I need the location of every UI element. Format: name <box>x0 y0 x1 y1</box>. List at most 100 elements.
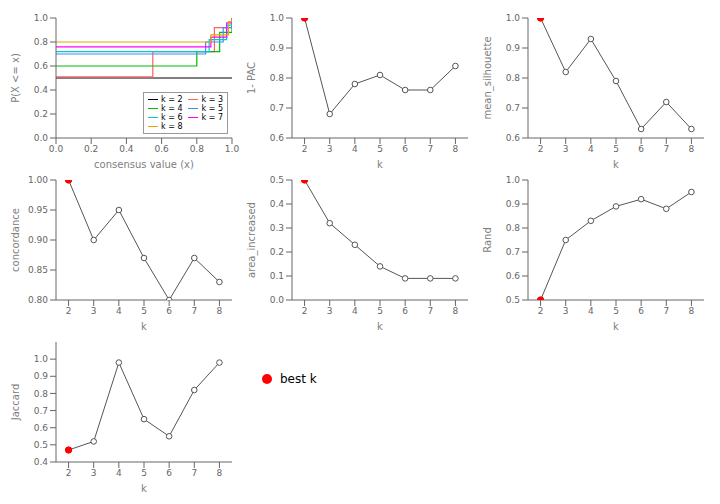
svg-text:8: 8 <box>217 468 223 478</box>
svg-text:k: k <box>141 483 147 494</box>
svg-text:5: 5 <box>613 306 619 316</box>
svg-text:6: 6 <box>638 306 644 316</box>
svg-text:consensus value (x): consensus value (x) <box>94 159 194 170</box>
svg-text:0.4: 0.4 <box>34 457 49 467</box>
svg-text:0.4: 0.4 <box>119 144 134 154</box>
svg-text:0.2: 0.2 <box>84 144 98 154</box>
svg-text:5: 5 <box>141 306 147 316</box>
svg-text:4: 4 <box>352 306 358 316</box>
svg-text:1.0: 1.0 <box>225 144 240 154</box>
svg-text:0.2: 0.2 <box>34 109 48 119</box>
svg-text:6: 6 <box>166 468 172 478</box>
svg-text:1.0: 1.0 <box>270 13 285 23</box>
svg-text:mean_silhouette: mean_silhouette <box>482 36 494 119</box>
svg-text:0.8: 0.8 <box>506 223 521 233</box>
svg-text:0.7: 0.7 <box>506 247 520 257</box>
svg-text:0.0: 0.0 <box>49 144 64 154</box>
svg-text:0.8: 0.8 <box>34 389 49 399</box>
svg-text:0.6: 0.6 <box>506 133 521 143</box>
svg-text:0.90: 0.90 <box>28 235 48 245</box>
svg-text:0.9: 0.9 <box>34 371 49 381</box>
svg-text:k: k <box>613 321 619 332</box>
svg-text:3: 3 <box>91 468 97 478</box>
svg-text:5: 5 <box>141 468 147 478</box>
svg-text:0.8: 0.8 <box>34 37 49 47</box>
svg-text:0.5: 0.5 <box>34 440 48 450</box>
svg-text:1.0: 1.0 <box>506 13 521 23</box>
svg-text:7: 7 <box>191 468 197 478</box>
svg-text:0.95: 0.95 <box>28 205 48 215</box>
svg-text:concordance: concordance <box>10 208 21 272</box>
svg-text:2: 2 <box>302 144 308 154</box>
svg-text:4: 4 <box>352 144 358 154</box>
svg-text:k: k <box>141 321 147 332</box>
svg-text:7: 7 <box>663 306 669 316</box>
svg-text:k: k <box>613 159 619 170</box>
svg-text:8: 8 <box>689 144 695 154</box>
svg-text:Jaccard: Jaccard <box>10 384 21 421</box>
svg-text:0.8: 0.8 <box>506 73 521 83</box>
svg-text:0.6: 0.6 <box>154 144 169 154</box>
svg-text:P(X <= x): P(X <= x) <box>10 53 21 103</box>
svg-text:0.7: 0.7 <box>506 103 520 113</box>
svg-text:8: 8 <box>217 306 223 316</box>
svg-text:0.4: 0.4 <box>270 199 285 209</box>
svg-text:5: 5 <box>377 144 383 154</box>
svg-text:2: 2 <box>66 306 72 316</box>
svg-text:7: 7 <box>663 144 669 154</box>
svg-text:4: 4 <box>116 468 122 478</box>
svg-text:Rand: Rand <box>482 227 493 253</box>
svg-text:2: 2 <box>66 468 72 478</box>
svg-text:0.9: 0.9 <box>506 43 521 53</box>
svg-text:8: 8 <box>453 306 459 316</box>
svg-text:0.3: 0.3 <box>270 223 284 233</box>
svg-text:3: 3 <box>91 306 97 316</box>
svg-text:0.7: 0.7 <box>34 406 48 416</box>
svg-text:0.6: 0.6 <box>270 133 285 143</box>
svg-text:k: k <box>377 321 383 332</box>
svg-text:0.2: 0.2 <box>270 247 284 257</box>
svg-text:4: 4 <box>588 306 594 316</box>
svg-text:6: 6 <box>402 144 408 154</box>
svg-text:2: 2 <box>302 306 308 316</box>
svg-text:7: 7 <box>427 144 433 154</box>
svg-text:area_increased: area_increased <box>246 202 258 278</box>
svg-text:0.9: 0.9 <box>506 199 521 209</box>
svg-text:3: 3 <box>327 144 333 154</box>
svg-text:0.80: 0.80 <box>28 295 48 305</box>
svg-text:2: 2 <box>538 144 544 154</box>
svg-text:6: 6 <box>402 306 408 316</box>
svg-text:2: 2 <box>538 306 544 316</box>
svg-text:6: 6 <box>638 144 644 154</box>
svg-text:7: 7 <box>191 306 197 316</box>
svg-text:5: 5 <box>613 144 619 154</box>
svg-text:5: 5 <box>377 306 383 316</box>
svg-text:0.5: 0.5 <box>270 175 284 185</box>
svg-text:0.6: 0.6 <box>506 271 521 281</box>
svg-text:0.8: 0.8 <box>270 73 285 83</box>
svg-text:0.85: 0.85 <box>28 265 48 275</box>
svg-text:0.6: 0.6 <box>34 423 49 433</box>
svg-text:8: 8 <box>453 144 459 154</box>
svg-text:4: 4 <box>588 144 594 154</box>
svg-text:7: 7 <box>427 306 433 316</box>
svg-text:3: 3 <box>563 144 569 154</box>
svg-text:4: 4 <box>116 306 122 316</box>
svg-text:0.4: 0.4 <box>34 85 49 95</box>
svg-text:0.8: 0.8 <box>190 144 205 154</box>
svg-text:3: 3 <box>563 306 569 316</box>
svg-text:0.7: 0.7 <box>270 103 284 113</box>
svg-text:0.9: 0.9 <box>270 43 285 53</box>
svg-text:6: 6 <box>166 306 172 316</box>
svg-text:0.1: 0.1 <box>270 271 284 281</box>
svg-text:3: 3 <box>327 306 333 316</box>
svg-text:1.0: 1.0 <box>34 13 49 23</box>
svg-text:0.0: 0.0 <box>34 133 49 143</box>
svg-text:1.0: 1.0 <box>34 354 49 364</box>
svg-text:1.0: 1.0 <box>506 175 521 185</box>
svg-text:1- PAC: 1- PAC <box>246 62 257 94</box>
svg-text:0.6: 0.6 <box>34 61 49 71</box>
svg-text:0.5: 0.5 <box>506 295 520 305</box>
svg-text:k: k <box>377 159 383 170</box>
svg-text:0.0: 0.0 <box>270 295 285 305</box>
